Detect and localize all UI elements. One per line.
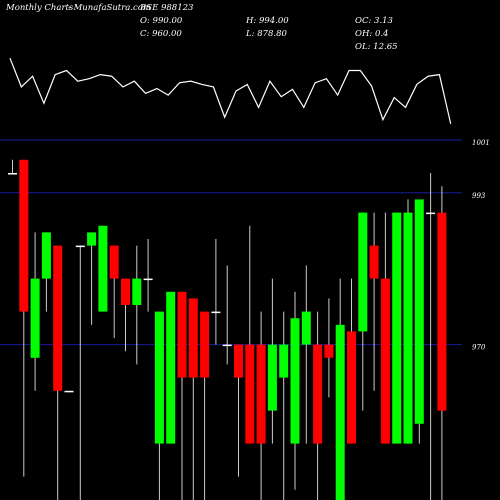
candle-body [290, 318, 300, 444]
low-value: L: 878.80 [246, 29, 287, 39]
candle-body [75, 245, 85, 248]
candle-body [414, 199, 424, 424]
candle-body [87, 232, 97, 246]
candle-body [245, 344, 255, 444]
candle-body [8, 173, 17, 175]
candle-body [143, 278, 153, 281]
candle-body [154, 311, 164, 444]
candle-body [30, 278, 40, 358]
candle-body [41, 232, 51, 279]
candle-body [177, 291, 187, 378]
candle-body [369, 245, 379, 279]
candle-body [403, 212, 413, 444]
candle-body [313, 344, 323, 444]
candle-body [109, 245, 119, 279]
candle-body [437, 212, 447, 411]
brand-label: Monthly Charts [6, 3, 74, 13]
candle-body [200, 311, 210, 378]
candle-body [166, 291, 176, 444]
candle-body [301, 311, 311, 345]
candle-body [324, 344, 334, 358]
y-tick-label: 993 [472, 192, 486, 200]
close-value: C: 960.00 [140, 29, 182, 39]
candle-body [132, 278, 142, 305]
candle-body [211, 311, 221, 314]
candle-body [121, 278, 130, 305]
candle-body [222, 344, 232, 347]
candle-body [267, 344, 277, 411]
oh-value: OH: 0.4 [355, 29, 389, 39]
candle-body [188, 298, 198, 378]
candle-body [380, 278, 390, 444]
candle-body [426, 212, 436, 215]
candle-body [256, 344, 266, 444]
candle-body [279, 344, 289, 378]
candle-body [335, 324, 345, 500]
candle-body [234, 344, 243, 378]
candle-body [358, 212, 368, 332]
y-tick-label: 1001 [472, 139, 490, 147]
ol-value: OL: 12.65 [355, 42, 398, 52]
candle-body [392, 212, 402, 444]
y-tick-label: 970 [472, 344, 486, 352]
candle-body [98, 225, 108, 312]
open-value: O: 990.00 [140, 16, 183, 26]
high-value: H: 994.00 [246, 16, 289, 26]
indicator-line [9, 57, 452, 124]
candle-body [64, 390, 74, 393]
symbol-label: BSE 988123 [140, 3, 194, 13]
candle-body [347, 331, 356, 444]
oc-value: OC: 3.13 [355, 16, 393, 26]
candle-body [53, 245, 63, 391]
candle-body [19, 159, 29, 312]
site-label: - MunafaSutra.com [68, 3, 151, 13]
